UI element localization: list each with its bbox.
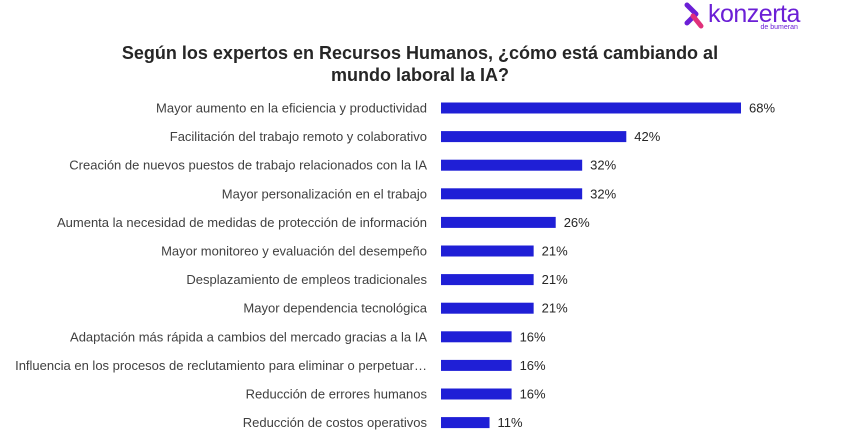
bar (441, 417, 490, 429)
bar (441, 131, 627, 143)
category-label: Mayor dependencia tecnológica (243, 301, 427, 316)
bar (441, 331, 512, 343)
value-label: 42% (634, 129, 660, 144)
category-label: Adaptación más rápida a cambios del merc… (70, 329, 427, 344)
category-label: Mayor personalización en el trabajo (222, 186, 427, 201)
value-label: 21% (542, 301, 568, 316)
category-label: Mayor aumento en la eficiencia y product… (156, 101, 427, 116)
value-label: 16% (520, 329, 546, 344)
value-label: 11% (498, 415, 523, 430)
category-label: Reducción de errores humanos (246, 387, 428, 402)
bar (441, 216, 556, 228)
category-label: Aumenta la necesidad de medidas de prote… (57, 215, 427, 230)
value-label: 16% (520, 387, 546, 402)
bar (441, 188, 583, 200)
konzerta-logo-icon (684, 2, 704, 29)
category-label: Desplazamiento de empleos tradicionales (186, 272, 427, 287)
value-label: 68% (749, 101, 775, 116)
bar (441, 245, 534, 257)
value-label: 16% (520, 358, 546, 373)
category-label: Facilitación del trabajo remoto y colabo… (170, 129, 427, 144)
brand-tagline: de bumeran (760, 24, 798, 31)
category-label: Influencia en los procesos de reclutamie… (15, 358, 427, 373)
value-label: 26% (564, 215, 590, 230)
brand-logo: konzerta de bumeran (684, 2, 800, 32)
category-label: Creación de nuevos puestos de trabajo re… (69, 158, 427, 173)
category-label: Mayor monitoreo y evaluación del desempe… (161, 244, 427, 259)
bar (441, 388, 512, 400)
bar (441, 102, 741, 114)
category-label: Reducción de costos operativos (243, 415, 428, 430)
bar (441, 274, 534, 286)
value-label: 21% (542, 272, 568, 287)
value-label: 32% (590, 158, 616, 173)
value-label: 21% (542, 244, 568, 259)
brand-name: konzerta (708, 0, 800, 28)
value-label: 32% (590, 186, 616, 201)
bar (441, 302, 534, 314)
bar (441, 159, 583, 171)
bar (441, 359, 512, 371)
chart-title: Según los expertos en Recursos Humanos, … (121, 43, 719, 85)
